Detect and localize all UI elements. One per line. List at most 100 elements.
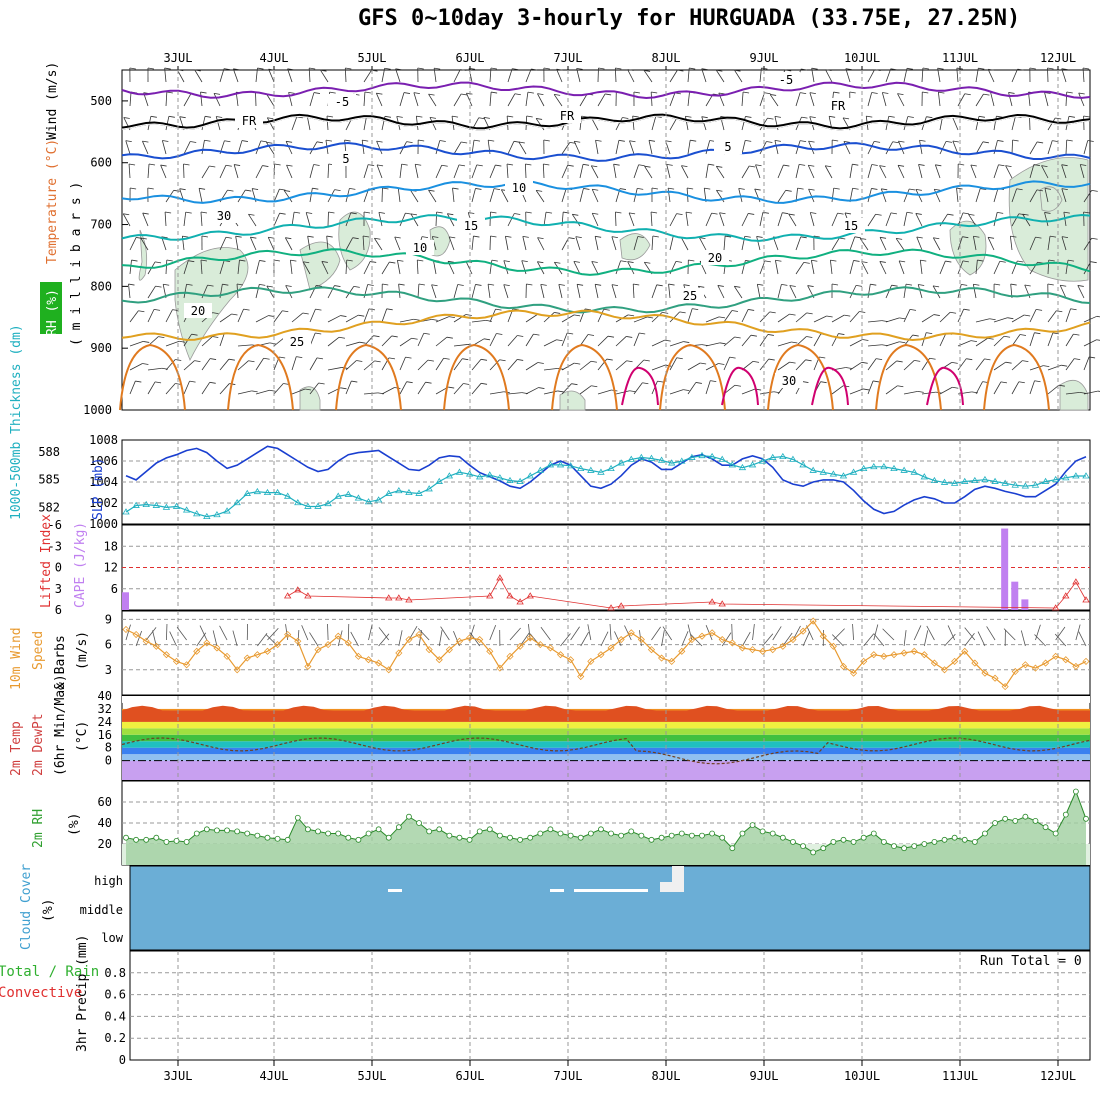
- wind-barb-flag: [279, 212, 286, 215]
- rh-point: [294, 814, 301, 821]
- wind-barb-flag: [405, 212, 412, 215]
- wind-barb-flag: [781, 284, 788, 286]
- wind-barb: [597, 389, 612, 395]
- wind-barb: [1029, 236, 1036, 251]
- wind-barb-flag: [766, 141, 773, 143]
- wind-barb-flag: [825, 165, 832, 168]
- wind-barb-flag: [950, 311, 957, 314]
- wind-barb: [362, 236, 365, 251]
- wind-barb-flag: [676, 213, 683, 216]
- wind-barb-flag: [731, 310, 739, 312]
- wind-barb-flag: [676, 357, 683, 360]
- wind-barb: [741, 309, 749, 323]
- wind-barb-flag: [915, 189, 922, 191]
- wind-barb-flag: [647, 316, 654, 319]
- wind-barb-flag: [842, 117, 850, 120]
- wind-barb-flag: [1010, 235, 1017, 238]
- slp-tick-label: 1000: [89, 517, 118, 531]
- wind-barb-flag: [757, 283, 764, 286]
- temp-tick-label: 40: [98, 689, 112, 703]
- wind-ylabel: Wind (m/s): [45, 62, 60, 140]
- wind-barb: [903, 68, 908, 83]
- contour-line-warm: [227, 343, 294, 411]
- temp-tick-label: 16: [98, 728, 112, 742]
- wind-barb: [561, 383, 572, 395]
- wind-barb: [777, 361, 790, 371]
- wind-barb: [435, 336, 448, 347]
- wind-barb-flag: [704, 187, 711, 190]
- temp-tick-label: 24: [98, 715, 112, 729]
- wind-barb: [769, 94, 779, 107]
- wind-barb-flag: [934, 188, 941, 191]
- wind-barb-flag: [831, 283, 839, 286]
- wind-barb-flag: [860, 238, 867, 240]
- thickness-point: [243, 489, 251, 496]
- wind-barb-flag: [1010, 283, 1017, 286]
- li-tick-label: 3: [55, 582, 62, 596]
- wind-barb-flag: [1036, 189, 1043, 192]
- lifted-index-point: [607, 604, 615, 611]
- wind-barb-flag: [1044, 187, 1052, 190]
- contour-label-bg: [676, 288, 704, 303]
- wind-barb: [164, 212, 167, 227]
- wind-barb-flag: [933, 237, 940, 240]
- wind-barb: [417, 333, 425, 347]
- wind-barb-flag: [811, 67, 818, 70]
- wind-barb: [579, 334, 589, 347]
- wind-barb: [849, 339, 863, 347]
- lifted-index-point: [708, 598, 716, 605]
- rh-point: [244, 830, 251, 837]
- slp-lines: [122, 445, 1090, 520]
- wind-barb: [1077, 285, 1085, 299]
- wind-barb: [147, 367, 162, 371]
- rh-point: [507, 834, 513, 841]
- wind-barb: [285, 141, 293, 155]
- wind-barb: [201, 382, 211, 395]
- wind-barb: [344, 67, 347, 83]
- wind-barb: [723, 357, 730, 371]
- wind-barb-flag: [303, 261, 310, 264]
- wind-barb-flag: [679, 311, 686, 314]
- wind-barb-flag: [309, 67, 316, 70]
- wind-speed-point: [375, 659, 383, 667]
- rh-point: [537, 830, 544, 837]
- wind-barb: [142, 212, 149, 227]
- wind-barb: [921, 314, 935, 323]
- wind-barb: [297, 630, 300, 647]
- rh-region: [299, 386, 321, 411]
- wind-barb-flag: [466, 92, 473, 95]
- wind-barbs-upper: [122, 67, 1100, 395]
- wind-barb: [774, 140, 779, 155]
- wind-barb: [759, 117, 768, 131]
- wind-speed-point: [284, 630, 292, 639]
- wind-barb: [651, 626, 661, 641]
- wind-barb-flag: [643, 359, 650, 362]
- rh-region: [1008, 157, 1089, 282]
- wind-barb: [824, 165, 833, 179]
- wind-barb: [507, 68, 513, 83]
- precip-tick-label: 0: [119, 1053, 126, 1067]
- thickness-point: [930, 476, 939, 484]
- wind-barb: [973, 236, 977, 251]
- wind-barb: [500, 189, 509, 203]
- contour-line: [121, 115, 1091, 131]
- wind-barb: [1061, 164, 1067, 179]
- wind-barb: [1011, 116, 1016, 131]
- wind-barb: [507, 359, 518, 371]
- wind-barb: [933, 189, 941, 203]
- thickness-point: [556, 461, 565, 468]
- wind-barb-flag: [879, 236, 887, 239]
- wind-barb: [199, 625, 208, 641]
- wind-speed-point: [556, 651, 565, 659]
- wind-speed-point: [364, 656, 373, 664]
- wind-barb: [813, 333, 822, 347]
- wind-barb-flag: [870, 283, 877, 286]
- wind-barb: [435, 316, 450, 323]
- wind-barb: [685, 212, 689, 227]
- wind-speed-point: [809, 617, 817, 625]
- thickness-point: [364, 498, 373, 505]
- wind-speed-point: [981, 669, 989, 677]
- wind-barb-flag: [891, 284, 898, 287]
- day-label-top: 7JUL: [554, 51, 583, 65]
- wind-barb: [651, 116, 657, 131]
